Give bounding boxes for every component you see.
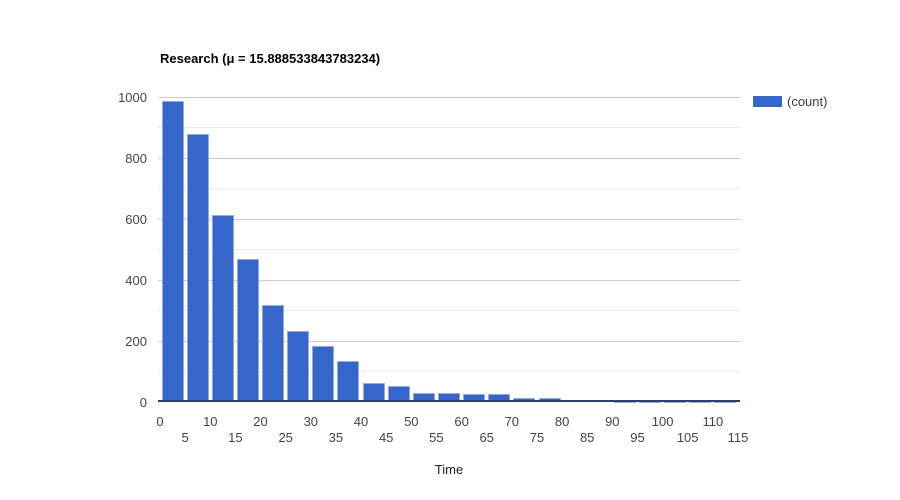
histogram-bar[interactable] (362, 383, 385, 402)
x-axis-title: Time (434, 462, 464, 477)
histogram-bar[interactable] (412, 392, 435, 402)
x-axis-tick-label: 85 (579, 430, 595, 445)
gridline (158, 249, 740, 251)
x-axis-tick-label: 95 (630, 430, 645, 445)
x-axis-tick-label: 80 (554, 414, 570, 429)
x-axis-tick-label: 15 (228, 430, 243, 445)
gridline (158, 279, 740, 281)
histogram-bar[interactable] (312, 346, 335, 402)
histogram-bar[interactable] (387, 385, 410, 402)
gridline (158, 127, 740, 129)
gridline (158, 340, 740, 342)
x-axis-tick-label: 70 (504, 414, 520, 429)
gridline (158, 96, 740, 98)
histogram-bar[interactable] (714, 401, 737, 403)
x-axis-tick-label: 110 (702, 414, 724, 429)
histogram-bar[interactable] (488, 394, 511, 402)
y-axis-tick-label: 1000 (118, 89, 147, 105)
histogram-bar[interactable] (287, 330, 310, 402)
legend-color-swatch (753, 96, 782, 107)
histogram-bar[interactable] (236, 259, 259, 402)
histogram-bar[interactable] (689, 401, 712, 403)
gridline (158, 157, 740, 159)
x-axis-tick-label: 60 (454, 414, 469, 429)
chart-title: Research (μ = 15.888533843783234) (160, 51, 381, 66)
x-axis-tick-label: 5 (181, 430, 189, 445)
histogram-bar[interactable] (437, 393, 460, 402)
x-axis-tick-label: 45 (378, 430, 394, 445)
y-axis-tick-label: 800 (125, 150, 147, 166)
gridline (158, 310, 740, 312)
y-axis-tick-label: 600 (125, 211, 147, 227)
y-axis-tick-label: 0 (139, 395, 147, 410)
x-axis-tick-label: 115 (727, 430, 749, 445)
histogram-bar[interactable] (463, 394, 486, 402)
x-axis-tick-label: 30 (303, 414, 319, 429)
x-axis-tick-label: 25 (278, 430, 293, 445)
histogram-bar[interactable] (186, 133, 209, 402)
histogram-bar[interactable] (639, 401, 662, 403)
x-axis-line (158, 400, 740, 402)
gridline (158, 218, 740, 220)
x-axis-tick-label: 10 (203, 414, 218, 429)
y-axis-tick-label: 200 (125, 333, 147, 349)
x-axis-tick-label: 65 (479, 430, 494, 445)
histogram-bar[interactable] (664, 401, 687, 403)
histogram-bar[interactable] (161, 101, 184, 402)
x-axis-tick-label: 20 (253, 414, 268, 429)
legend-label: (count) (787, 94, 828, 109)
histogram-bar[interactable] (211, 215, 234, 402)
x-axis-tick-label: 55 (429, 430, 444, 445)
x-axis-tick-label: 105 (676, 430, 699, 445)
histogram-bar[interactable] (262, 304, 285, 402)
x-axis-tick-label: 50 (404, 414, 419, 429)
gridline (158, 371, 740, 373)
histogram-bar[interactable] (337, 361, 360, 402)
histogram-bar[interactable] (613, 401, 636, 403)
x-axis-tick-label: 90 (605, 414, 620, 429)
x-axis-tick-label: 35 (328, 430, 344, 445)
x-axis-tick-label: 100 (651, 414, 674, 429)
gridline (158, 188, 740, 190)
x-axis-tick-label: 75 (529, 430, 545, 445)
x-axis-tick-label: 0 (156, 414, 164, 429)
y-axis-tick-label: 400 (125, 272, 147, 288)
x-axis-tick-label: 40 (353, 414, 369, 429)
